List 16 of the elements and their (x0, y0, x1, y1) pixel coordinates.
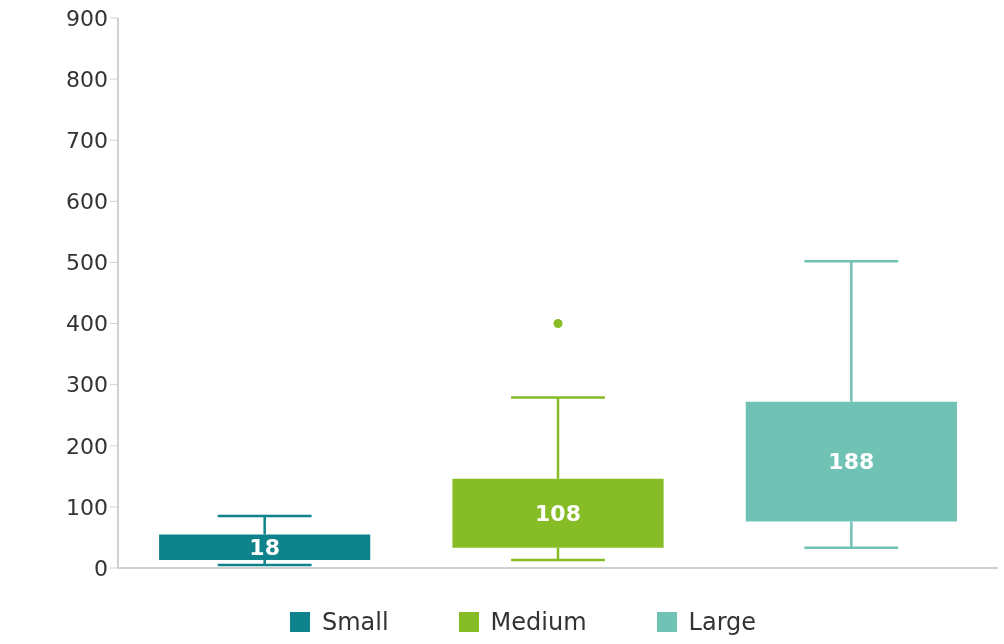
y-tick-label: 0 (94, 555, 108, 581)
annotation: 18 (249, 535, 280, 561)
legend-label: Medium (490, 608, 587, 636)
annotation: 108 (535, 501, 581, 527)
y-tick-label: 900 (66, 5, 108, 31)
y-tick-label: 700 (66, 128, 108, 154)
y-tick-label: 200 (66, 433, 108, 459)
y-tick-label: 100 (66, 494, 108, 520)
y-tick-label: 300 (66, 372, 108, 398)
legend-label: Small (321, 608, 389, 636)
y-tick-label: 600 (66, 189, 108, 215)
y-tick-label: 800 (66, 66, 108, 92)
legend-label: Large (688, 608, 757, 636)
y-tick-label: 400 (66, 311, 108, 337)
annotation: 188 (828, 449, 875, 475)
y-tick-label: 500 (66, 250, 108, 276)
